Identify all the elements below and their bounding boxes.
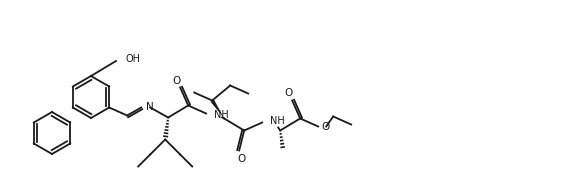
Text: O: O (321, 121, 329, 131)
Text: NH: NH (270, 115, 285, 126)
Text: N: N (146, 102, 154, 112)
Text: O: O (284, 89, 292, 99)
Text: OH: OH (126, 54, 141, 64)
Text: O: O (237, 155, 245, 164)
Text: NH: NH (214, 111, 229, 121)
Text: O: O (172, 76, 180, 86)
Polygon shape (211, 99, 224, 118)
